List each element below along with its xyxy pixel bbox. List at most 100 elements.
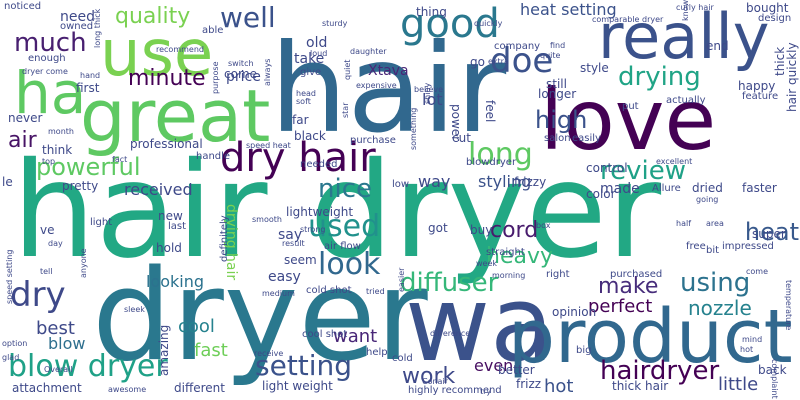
cloud-word: high: [535, 106, 588, 134]
cloud-word: feel: [483, 100, 497, 123]
cloud-word: believe: [414, 85, 444, 94]
cloud-word: minute: [128, 66, 206, 91]
cloud-word: better: [498, 363, 535, 377]
cloud-word: strong: [300, 225, 326, 234]
cloud-word: week: [476, 259, 498, 268]
cloud-word: frizz: [516, 377, 542, 391]
cloud-word: hot: [544, 376, 574, 397]
cloud-word: top: [42, 157, 56, 166]
cloud-word: pretty: [62, 179, 99, 193]
cloud-word: dry: [10, 275, 66, 315]
cloud-word: medium: [262, 289, 295, 298]
cloud-word: give: [300, 67, 322, 78]
cloud-word: work: [402, 364, 456, 389]
cloud-word: buy: [470, 223, 493, 237]
cloud-word: black: [294, 129, 326, 143]
cloud-word: loud: [310, 49, 328, 58]
cloud-word: light: [90, 217, 113, 228]
cloud-word: easy: [268, 269, 301, 285]
cloud-word: need: [60, 9, 95, 25]
cloud-word: even: [474, 356, 514, 375]
cloud-word: straight: [486, 247, 525, 258]
cloud-word: say: [278, 227, 303, 243]
cloud-word: amazing: [157, 324, 171, 376]
cloud-word: cold shot: [306, 285, 352, 296]
cloud-word: last: [168, 221, 187, 232]
cloud-word: hairdryer: [600, 356, 720, 386]
cloud-word: nice: [318, 174, 372, 204]
cloud-word: curly hair: [676, 3, 714, 12]
cloud-word: easily: [572, 133, 601, 144]
cloud-word: frizzy: [514, 175, 547, 189]
cloud-word: lightweight: [286, 205, 354, 219]
cloud-word: help: [366, 347, 388, 358]
cloud-word: review: [600, 156, 686, 186]
cloud-word: dryer come: [22, 67, 68, 76]
cloud-word: wa: [405, 263, 554, 385]
cloud-word: big: [576, 345, 592, 356]
cloud-word: old: [306, 35, 328, 51]
cloud-word: blow: [48, 334, 86, 353]
cloud-word: never: [8, 111, 43, 125]
cloud-word: quiet: [343, 59, 352, 80]
cloud-word: opinion: [552, 305, 597, 319]
cloud-word: longer: [538, 87, 577, 101]
cloud-word: far: [292, 113, 309, 127]
cloud-word: attachment: [12, 381, 82, 395]
cloud-word: hand: [80, 71, 101, 80]
cloud-word: little: [718, 374, 759, 395]
cloud-word: receive: [254, 349, 284, 358]
cloud-word: air flow: [324, 241, 361, 252]
cloud-word: recommend: [156, 45, 204, 54]
cloud-word: morning: [492, 271, 526, 280]
cloud-word: control: [586, 161, 628, 175]
cloud-word: head: [296, 89, 316, 98]
cloud-word: first: [76, 81, 100, 95]
cloud-word: area: [706, 219, 724, 228]
cloud-word: really: [598, 0, 770, 73]
cloud-word: result: [282, 239, 305, 248]
cloud-word: awesome: [108, 385, 147, 394]
cloud-word: handle: [196, 151, 231, 162]
cloud-word: cut: [452, 131, 471, 145]
cloud-word: best: [36, 318, 75, 339]
cloud-word: option: [2, 339, 28, 348]
cloud-word: different: [174, 381, 225, 395]
cloud-word: find: [550, 41, 566, 50]
cloud-word: great: [80, 74, 271, 158]
cloud-word: back: [758, 363, 787, 377]
cloud-word: extra: [488, 57, 509, 66]
cloud-word: received: [124, 180, 193, 199]
cloud-word: made: [600, 181, 640, 197]
cloud-word: air: [8, 128, 37, 153]
cloud-word: seem: [284, 253, 317, 267]
cloud-word: got: [428, 221, 448, 235]
cloud-word: thick hair: [612, 379, 669, 393]
cloud-word: ha: [14, 59, 87, 127]
cloud-word: speed setting: [5, 249, 14, 304]
cloud-word: put: [622, 101, 639, 112]
cloud-word: box: [536, 221, 551, 230]
cloud-word: company: [494, 41, 541, 52]
cloud-word: good: [400, 1, 500, 47]
cloud-word: much: [14, 28, 87, 58]
cloud-word: fast: [194, 340, 228, 361]
cloud-word: think: [42, 143, 73, 157]
cloud-word: Allure: [652, 183, 681, 194]
cloud-word: way: [418, 172, 451, 191]
cloud-word: still: [546, 77, 567, 91]
cloud-word: tried: [366, 287, 385, 296]
cloud-word: blow dryer: [8, 349, 168, 384]
cloud-word: fact: [112, 155, 128, 164]
cloud-word: well: [220, 1, 276, 34]
cloud-word: drying: [618, 62, 701, 92]
cloud-word: lot: [422, 90, 443, 109]
cloud-word: actually: [666, 95, 706, 106]
cloud-word: feature: [742, 91, 779, 102]
cloud-word: le: [2, 175, 13, 189]
cloud-word: doe: [490, 41, 554, 81]
cloud-word: temperature: [784, 280, 793, 331]
cloud-word: noticed: [4, 1, 42, 12]
cloud-word: heat: [744, 218, 799, 246]
